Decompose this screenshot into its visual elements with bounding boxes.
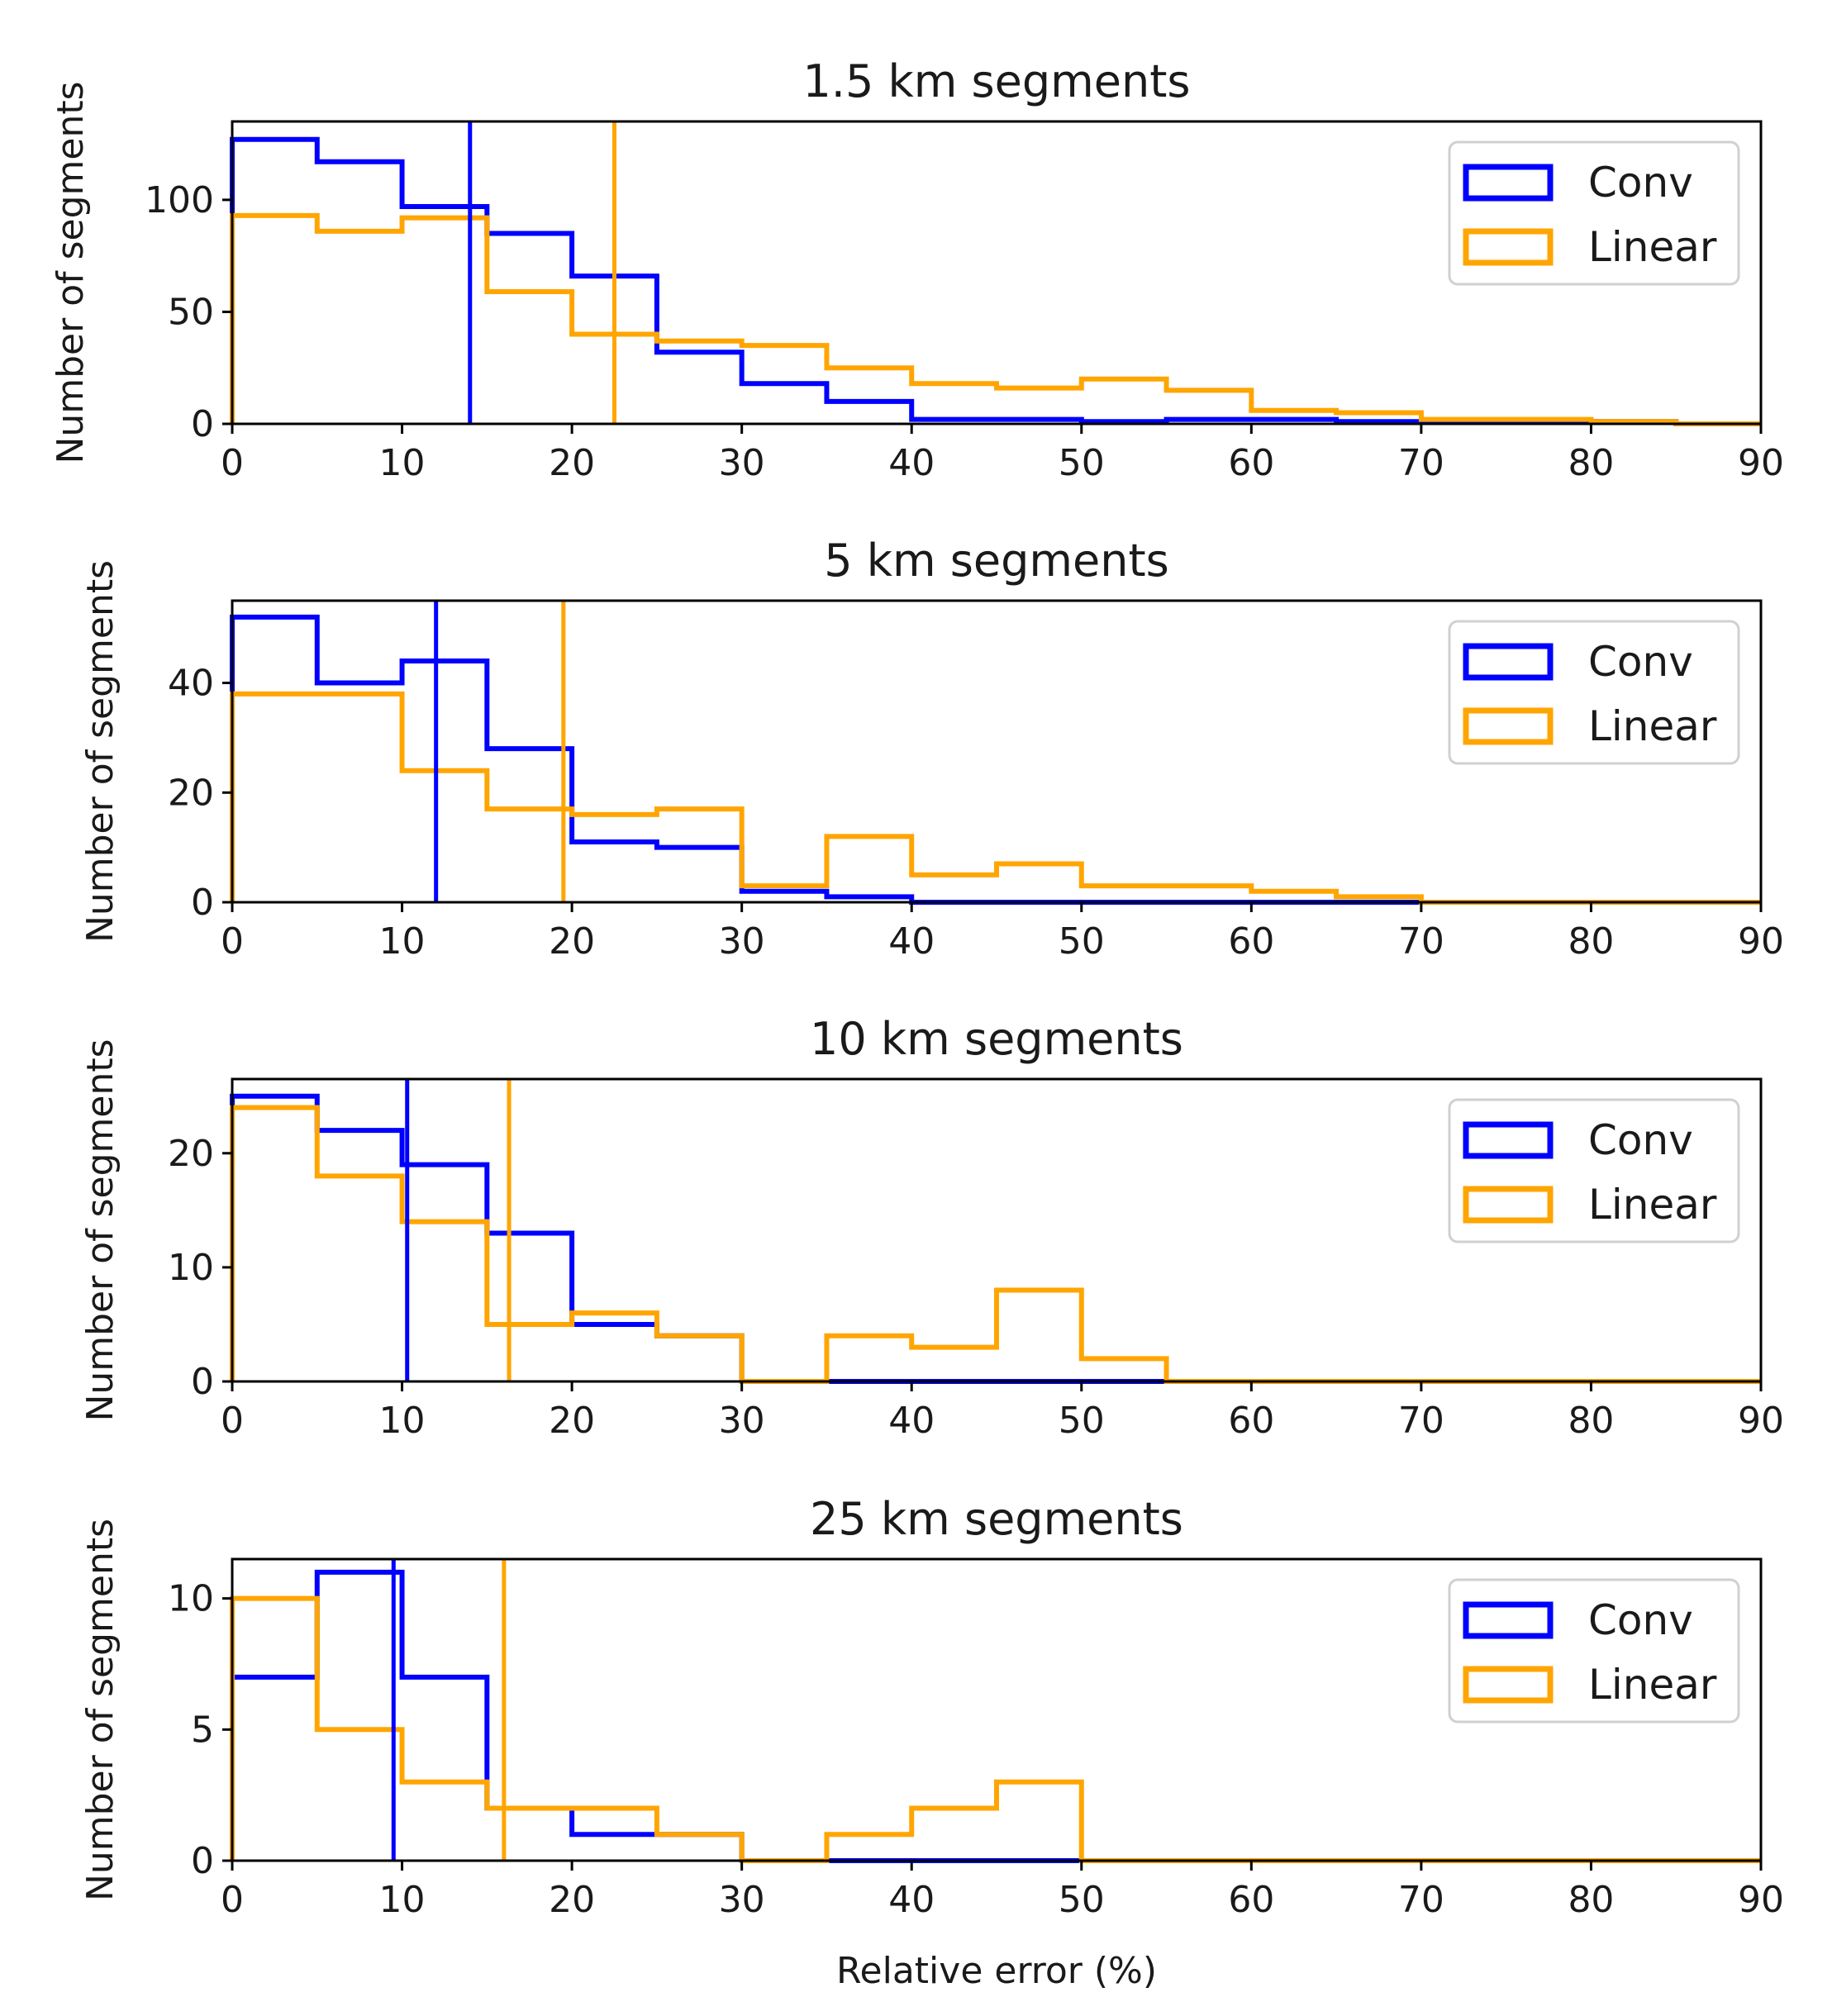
x-tick-label: 40 bbox=[888, 1400, 935, 1442]
y-tick-label: 5 bbox=[191, 1709, 214, 1751]
y-tick-label: 10 bbox=[168, 1247, 214, 1289]
x-tick-label: 60 bbox=[1228, 920, 1274, 963]
legend-box bbox=[1448, 1578, 1740, 1724]
x-tick-label: 90 bbox=[1738, 1879, 1784, 1921]
legend-swatch-conv bbox=[1463, 1601, 1554, 1639]
legend-label-conv: Conv bbox=[1588, 1116, 1693, 1164]
x-tick-label: 50 bbox=[1059, 920, 1105, 963]
x-axis-label: Relative error (%) bbox=[836, 1950, 1157, 1992]
x-tick-label: 50 bbox=[1059, 1400, 1105, 1442]
x-tick-label: 20 bbox=[549, 920, 595, 963]
legend-box bbox=[1448, 1098, 1740, 1243]
y-axis-label: Number of segments bbox=[50, 81, 92, 464]
axes-frame bbox=[231, 1557, 1763, 1862]
histogram-step-linear bbox=[230, 212, 1761, 426]
x-tick-label: 70 bbox=[1398, 1879, 1444, 1921]
x-tick-label: 40 bbox=[888, 920, 935, 963]
x-tick-label: 10 bbox=[379, 1879, 426, 1921]
legend: Conv Linear bbox=[1448, 1098, 1740, 1243]
legend-swatch-conv bbox=[1463, 643, 1554, 681]
x-tick-label: 70 bbox=[1398, 1400, 1444, 1442]
x-tick-label: 80 bbox=[1568, 442, 1614, 484]
legend-label-conv: Conv bbox=[1588, 159, 1693, 207]
axes-frame bbox=[231, 599, 1763, 904]
x-tick-label: 0 bbox=[221, 920, 244, 963]
x-tick-label: 60 bbox=[1228, 442, 1274, 484]
x-tick-label: 10 bbox=[379, 442, 426, 484]
legend-label-linear: Linear bbox=[1588, 702, 1717, 750]
axes-frame bbox=[231, 1077, 1763, 1383]
x-tick-label: 70 bbox=[1398, 442, 1444, 484]
y-tick-label: 10 bbox=[168, 1578, 214, 1620]
x-tick-label: 10 bbox=[379, 920, 426, 963]
legend-swatch-linear bbox=[1463, 228, 1554, 266]
x-tick-label: 30 bbox=[719, 1400, 765, 1442]
legend-label-linear: Linear bbox=[1588, 223, 1717, 271]
panel-title: 25 km segments bbox=[810, 1493, 1183, 1545]
x-tick-label: 90 bbox=[1738, 920, 1784, 963]
histogram-panel-2: 5 km segments Number of segments 0 10 20 30 40… bbox=[79, 535, 1784, 963]
panel-title: 10 km segments bbox=[810, 1013, 1183, 1065]
legend-label-conv: Conv bbox=[1588, 1596, 1693, 1644]
y-tick-label: 0 bbox=[191, 403, 214, 445]
x-tick-label: 10 bbox=[379, 1400, 426, 1442]
x-tick-label: 30 bbox=[719, 1879, 765, 1921]
legend-box bbox=[1448, 620, 1740, 765]
x-tick-label: 80 bbox=[1568, 1879, 1614, 1921]
x-tick-label: 30 bbox=[719, 920, 765, 963]
y-tick-label: 0 bbox=[191, 1361, 214, 1403]
x-tick-label: 60 bbox=[1228, 1400, 1274, 1442]
x-tick-label: 70 bbox=[1398, 920, 1444, 963]
axes-frame bbox=[231, 120, 1763, 426]
y-tick-label: 40 bbox=[168, 663, 214, 705]
legend-swatch-linear bbox=[1463, 707, 1554, 745]
y-tick-label: 50 bbox=[168, 291, 214, 333]
x-tick-label: 0 bbox=[221, 1879, 244, 1921]
x-tick-label: 40 bbox=[888, 1879, 935, 1921]
y-axis-label: Number of segments bbox=[79, 1039, 121, 1421]
legend: Conv Linear bbox=[1448, 1578, 1740, 1724]
legend-swatch-linear bbox=[1463, 1186, 1554, 1224]
y-tick-label: 20 bbox=[168, 772, 214, 814]
x-tick-label: 80 bbox=[1568, 1400, 1614, 1442]
histogram-step-conv bbox=[230, 136, 1761, 426]
x-tick-label: 20 bbox=[549, 442, 595, 484]
y-tick-label: 0 bbox=[191, 1840, 214, 1882]
legend: Conv Linear bbox=[1448, 620, 1740, 765]
legend-swatch-conv bbox=[1463, 1121, 1554, 1159]
histogram-panel-3: 10 km segments Number of segments 0 10 20 30 4… bbox=[79, 1013, 1784, 1442]
legend: Conv Linear bbox=[1448, 140, 1740, 286]
x-tick-label: 50 bbox=[1059, 1879, 1105, 1921]
legend-label-conv: Conv bbox=[1588, 638, 1693, 686]
legend-box bbox=[1448, 140, 1740, 286]
y-axis-label: Number of segments bbox=[79, 1519, 121, 1901]
x-tick-label: 80 bbox=[1568, 920, 1614, 963]
x-tick-label: 0 bbox=[221, 442, 244, 484]
y-axis-label: Number of segments bbox=[79, 560, 121, 943]
x-tick-label: 30 bbox=[719, 442, 765, 484]
panel-title: 5 km segments bbox=[824, 535, 1169, 587]
panel-title: 1.5 km segments bbox=[802, 55, 1190, 107]
x-tick-label: 40 bbox=[888, 442, 935, 484]
x-tick-label: 50 bbox=[1059, 442, 1105, 484]
legend-swatch-linear bbox=[1463, 1666, 1554, 1704]
legend-swatch-conv bbox=[1463, 164, 1554, 202]
histogram-step-linear bbox=[230, 691, 1761, 905]
y-tick-label: 20 bbox=[168, 1133, 214, 1175]
x-tick-label: 60 bbox=[1228, 1879, 1274, 1921]
y-tick-label: 0 bbox=[191, 882, 214, 924]
x-tick-label: 90 bbox=[1738, 442, 1784, 484]
x-tick-label: 20 bbox=[549, 1879, 595, 1921]
x-tick-label: 0 bbox=[221, 1400, 244, 1442]
y-tick-label: 100 bbox=[145, 179, 214, 221]
x-tick-label: 90 bbox=[1738, 1400, 1784, 1442]
x-tick-label: 20 bbox=[549, 1400, 595, 1442]
histogram-panel-4: 25 km segments Number of segments 0 10 20 30 4… bbox=[79, 1493, 1784, 1921]
legend-label-linear: Linear bbox=[1588, 1661, 1717, 1709]
histogram-panel-1: 1.5 km segments Number of segments 0 10 20 30… bbox=[50, 55, 1784, 484]
legend-label-linear: Linear bbox=[1588, 1181, 1717, 1229]
